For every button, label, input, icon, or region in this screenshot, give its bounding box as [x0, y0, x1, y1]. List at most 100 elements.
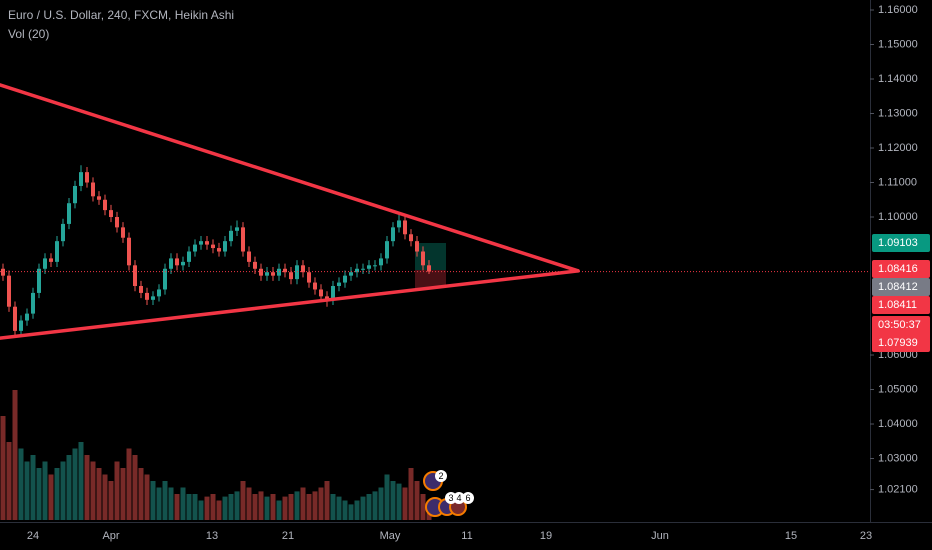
candle-body — [37, 268, 41, 293]
volume-bar — [210, 494, 216, 520]
volume-bar — [102, 474, 108, 520]
volume-bar — [402, 487, 408, 520]
candle-body — [361, 268, 365, 270]
volume-bar — [330, 494, 336, 520]
volume-bar — [288, 494, 294, 520]
price-label: 1.09103 — [878, 237, 918, 249]
candle-body — [265, 272, 269, 276]
event-count: 6 — [465, 493, 470, 503]
volume-bar — [318, 487, 324, 520]
candle-body — [211, 244, 215, 249]
volume-bar — [168, 487, 174, 520]
volume-bar — [348, 504, 354, 520]
x-tick-label: Jun — [651, 530, 669, 542]
price-label-box — [872, 296, 930, 314]
volume-bar — [108, 481, 114, 520]
candle-body — [145, 292, 149, 300]
volume-bar — [216, 500, 222, 520]
candle-body — [193, 244, 197, 252]
volume-bar — [270, 494, 276, 520]
volume-bar — [234, 491, 240, 520]
volume-bar — [48, 474, 54, 520]
volume-bar — [276, 500, 282, 520]
candle-body — [217, 248, 221, 252]
candle-body — [1, 268, 5, 276]
y-tick-label: 1.03000 — [878, 452, 918, 464]
volume-bar — [366, 494, 372, 520]
volume-bar — [180, 487, 186, 520]
candle-body — [223, 241, 227, 252]
volume-bar — [240, 481, 246, 520]
x-tick-label: 21 — [282, 530, 294, 542]
volume-bar — [408, 468, 414, 520]
candle-body — [151, 296, 155, 300]
trendline — [0, 83, 580, 273]
x-tick-label: 24 — [27, 530, 39, 542]
candle-body — [289, 272, 293, 280]
candle-body — [85, 172, 89, 183]
loss-zone — [415, 270, 446, 288]
candle-body — [79, 172, 83, 186]
volume-bar — [414, 481, 420, 520]
candle-body — [367, 265, 371, 269]
candle-body — [121, 227, 125, 238]
volume-bar — [66, 455, 72, 520]
volume-bar — [0, 416, 6, 520]
candle-body — [25, 313, 29, 321]
price-label: 1.08411 — [878, 299, 917, 311]
volume-bar — [360, 496, 366, 520]
candle-body — [253, 261, 257, 269]
volume-bar — [114, 461, 120, 520]
candle-body — [67, 203, 71, 224]
volume-bar — [156, 487, 162, 520]
candle-body — [325, 296, 329, 300]
volume-bar — [342, 500, 348, 520]
price-label-box — [872, 234, 930, 252]
candle-body — [31, 292, 35, 314]
candle-body — [19, 320, 23, 331]
candle-body — [7, 275, 11, 307]
volume-bar — [54, 468, 60, 520]
candle-body — [133, 265, 137, 287]
x-tick-label: Apr — [102, 530, 119, 542]
volume-bar — [222, 496, 228, 520]
volume-bar — [24, 461, 30, 520]
event-count: 4 — [456, 493, 461, 503]
candle-body — [391, 227, 395, 242]
price-label-box — [872, 278, 930, 296]
volume-bar — [324, 481, 330, 520]
volume-bar — [372, 491, 378, 520]
candle-body — [97, 196, 101, 200]
x-tick-label: 23 — [860, 530, 872, 542]
event-badge — [462, 492, 474, 504]
candle-body — [199, 241, 203, 245]
volume-bar — [84, 455, 90, 520]
y-tick-label: 1.12000 — [878, 142, 918, 154]
x-tick-label: 19 — [540, 530, 552, 542]
candle-body — [229, 230, 233, 242]
candle-body — [343, 275, 347, 283]
volume-bar — [228, 494, 234, 520]
y-tick-label: 1.02100 — [878, 483, 918, 495]
volume-bar — [282, 496, 288, 520]
candle-body — [259, 268, 263, 276]
candle-body — [109, 210, 113, 218]
volume-bar — [192, 494, 198, 520]
candle-body — [175, 258, 179, 266]
candle-body — [403, 220, 407, 235]
volume-bar — [312, 491, 318, 520]
volume-title: Vol (20) — [8, 27, 49, 41]
candle-body — [43, 258, 47, 269]
candle-body — [127, 237, 131, 266]
volume-bar — [72, 448, 78, 520]
x-tick-label: 13 — [206, 530, 218, 542]
volume-bar — [204, 496, 210, 520]
candle-body — [427, 265, 431, 272]
volume-bar — [252, 494, 258, 520]
volume-bar — [384, 474, 390, 520]
candle-body — [139, 286, 143, 293]
candle-body — [61, 223, 65, 242]
candle-body — [91, 182, 95, 197]
candle-body — [385, 241, 389, 259]
